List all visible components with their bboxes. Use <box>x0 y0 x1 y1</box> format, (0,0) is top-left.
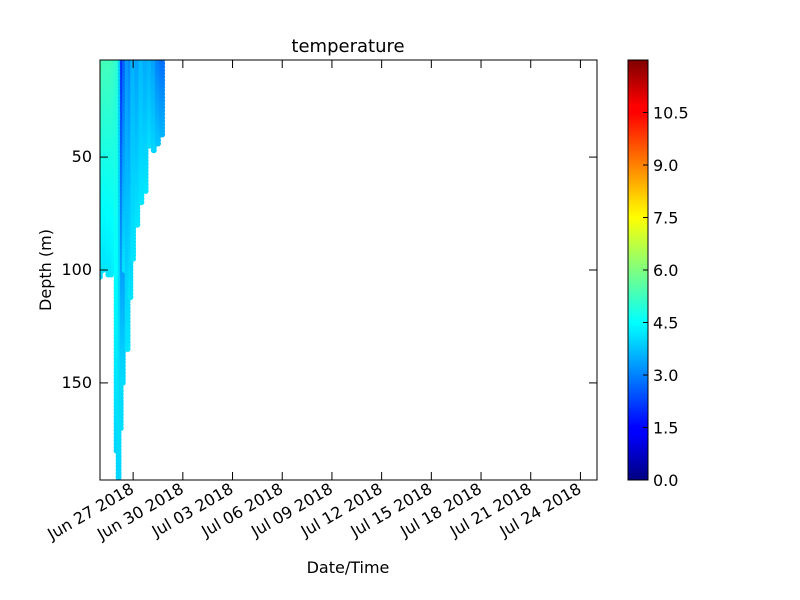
colorbar-tick-label: 1.5 <box>653 419 678 438</box>
profile-series <box>150 60 157 154</box>
colorbar-tick-label: 10.5 <box>653 104 689 123</box>
profile-series <box>159 60 166 138</box>
data-point <box>138 199 145 206</box>
y-tick-label: 150 <box>61 373 92 392</box>
colorbar-tick-label: 4.5 <box>653 314 678 333</box>
data-point <box>124 346 131 352</box>
data-point <box>155 140 161 147</box>
data-point <box>134 221 141 228</box>
data-point <box>130 255 137 262</box>
y-tick-label: 50 <box>72 147 92 166</box>
data-point <box>117 425 124 432</box>
colorbar-tick-label: 9.0 <box>653 156 678 175</box>
colorbar-axis: 0.0 1.5 3.0 4.5 6.0 7.5 9.0 10.5 <box>643 104 689 490</box>
chart-title: temperature <box>291 36 404 57</box>
profile-series <box>138 60 145 206</box>
data-point <box>100 273 103 280</box>
data-points-layer <box>100 60 166 480</box>
colorbar-tick-label: 6.0 <box>653 261 678 280</box>
data-point <box>159 131 166 138</box>
plot-background <box>100 60 597 480</box>
profile-series <box>134 60 141 228</box>
data-point <box>142 188 149 194</box>
x-axis-label: Date/Time <box>307 558 390 577</box>
y-axis-label: Depth (m) <box>36 229 55 311</box>
data-point <box>115 477 122 480</box>
colorbar-tick-label: 3.0 <box>653 366 678 385</box>
y-axis: 50 100 150 <box>61 147 597 392</box>
colorbar-tick-label: 0.0 <box>653 471 678 490</box>
colorbar-tick-label: 7.5 <box>653 209 678 228</box>
data-point <box>119 379 126 386</box>
data-point <box>150 147 157 154</box>
data-point <box>127 294 134 301</box>
y-tick-label: 100 <box>61 260 92 279</box>
